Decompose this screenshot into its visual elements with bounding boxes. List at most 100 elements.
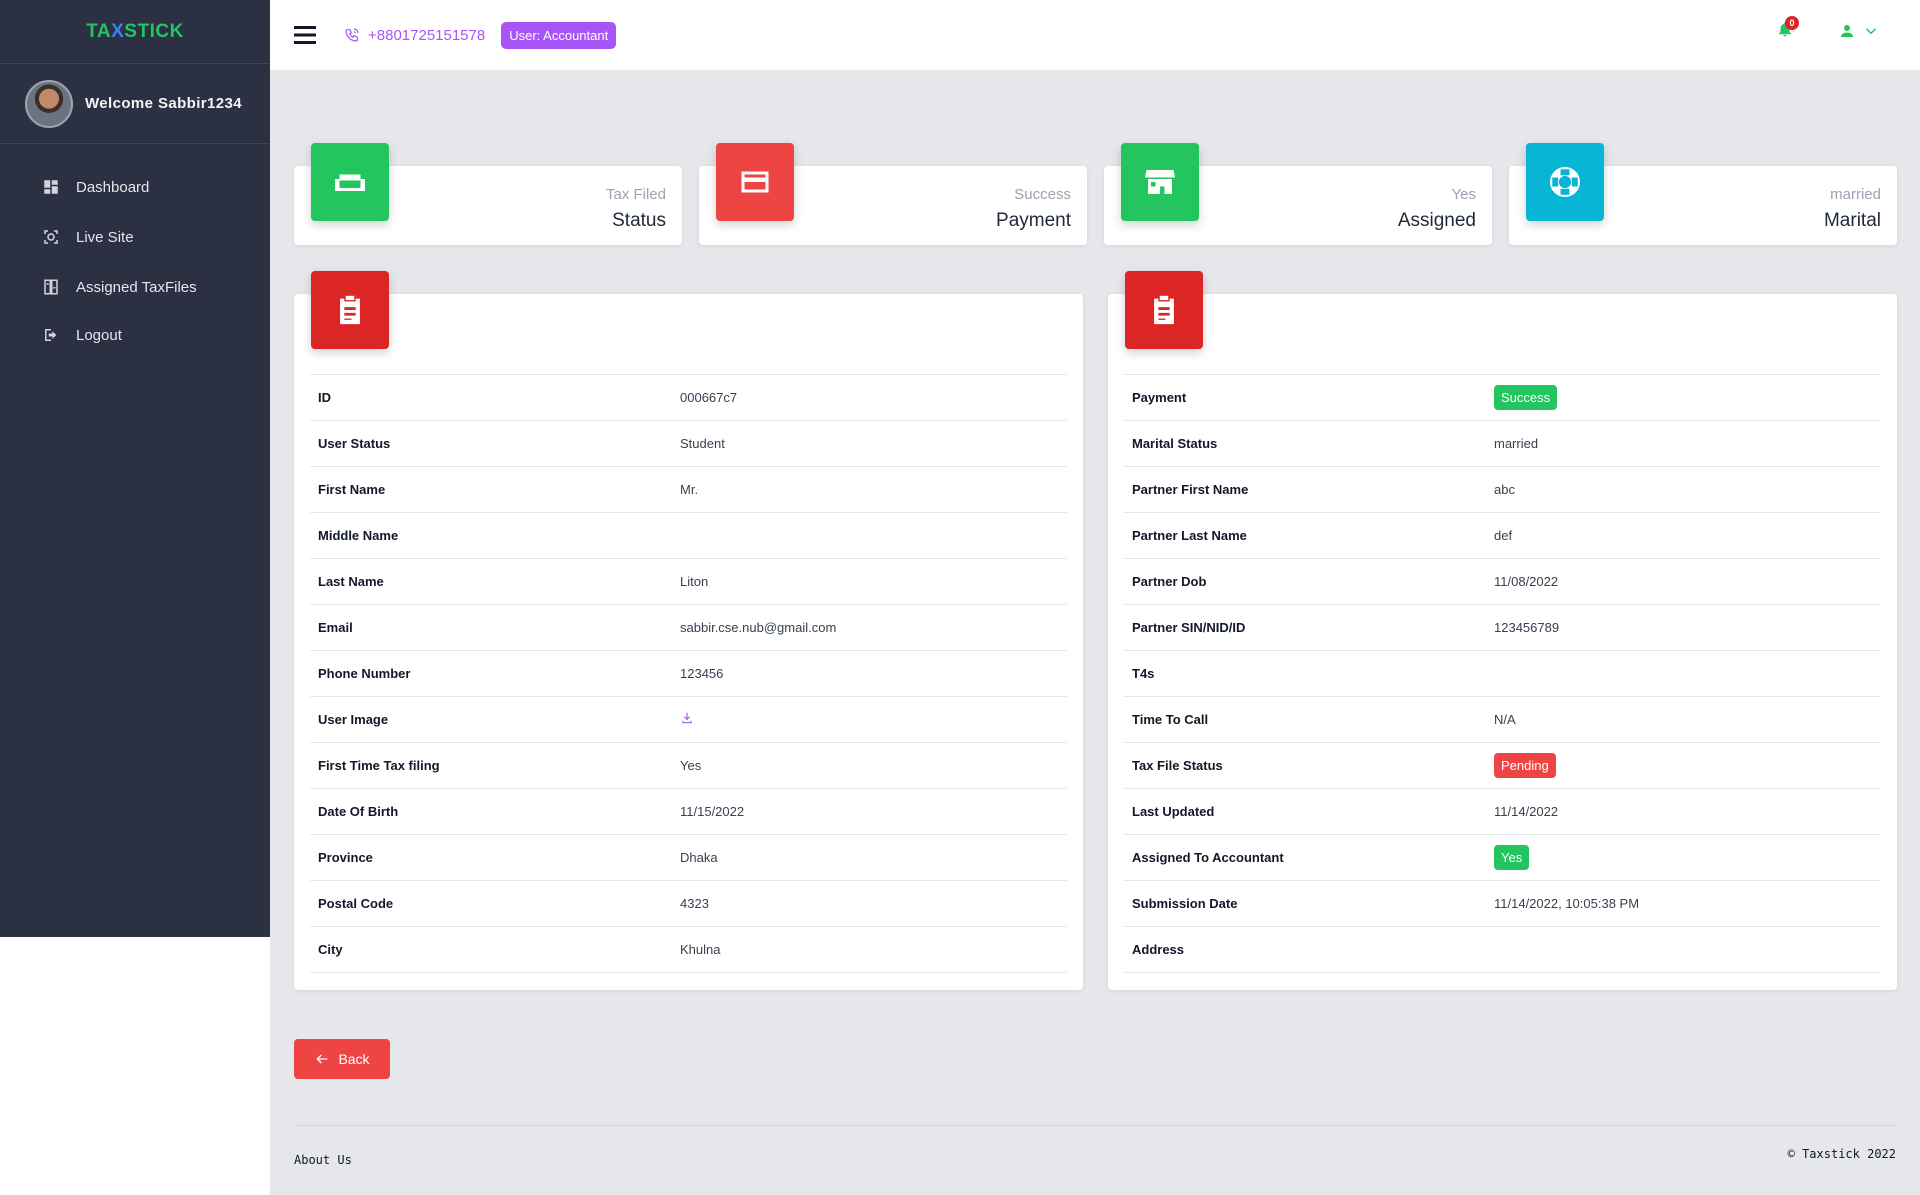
phone-link[interactable]: +8801725151578 (344, 27, 485, 44)
stat-card-payment: Success Payment (699, 143, 1087, 245)
user-image-download[interactable] (680, 711, 694, 728)
row-label: Phone Number (318, 666, 411, 681)
chevron-down-icon (1865, 28, 1877, 35)
stat-subtitle: Success (1014, 186, 1071, 203)
assigned-taxfiles-icon (44, 279, 58, 295)
stat-title: Status (612, 210, 666, 231)
row-label: Postal Code (318, 896, 394, 911)
table-row: Address (1124, 927, 1881, 973)
about-us-link[interactable]: About Us (294, 1153, 352, 1167)
hamburger-menu-icon[interactable] (294, 26, 316, 44)
phone-icon (345, 28, 359, 42)
table-row: Submission Date 11/14/2022, 10:05:38 PM (1124, 881, 1881, 927)
row-label: Submission Date (1132, 896, 1238, 911)
table-row: Assigned To Accountant Yes (1124, 835, 1881, 881)
logout-icon (45, 329, 57, 341)
clipboard-icon (340, 295, 360, 325)
row-value: Dhaka (680, 850, 718, 865)
live-site-icon (44, 230, 58, 244)
row-label: Partner SIN/NID/ID (1132, 620, 1246, 635)
table-row: Date Of Birth 11/15/2022 (310, 789, 1067, 835)
user-details-table: ID 000667c7 User Status Student First Name… (310, 374, 1067, 973)
download-icon[interactable] (680, 711, 694, 725)
assigned-status-badge: Yes (1494, 845, 1530, 870)
tax-file-status-badge: Pending (1494, 753, 1556, 778)
table-row: Tax File Status Pending (1124, 743, 1881, 789)
stat-title: Payment (996, 210, 1071, 231)
stat-icon-box (1526, 143, 1604, 221)
back-button[interactable]: Back (294, 1039, 390, 1079)
row-label: City (318, 942, 343, 957)
user-details-card: ID 000667c7 User Status Student First Name… (294, 271, 1083, 990)
row-value: 11/15/2022 (680, 804, 745, 819)
row-value: 11/08/2022 (1494, 574, 1559, 589)
sidebar-item-label: Assigned TaxFiles (76, 278, 197, 296)
sidebar-nav: Dashboard Live Site Assigned TaxFiles Lo… (0, 144, 270, 358)
table-row: ID 000667c7 (310, 375, 1067, 421)
sidebar-item-logout[interactable]: Logout (0, 312, 270, 358)
table-row: Last Updated 11/14/2022 (1124, 789, 1881, 835)
row-value: 123456 (680, 666, 724, 681)
row-label: User Image (318, 712, 389, 727)
tax-details-card: Payment Success Marital Status married Par… (1108, 271, 1897, 990)
notification-button[interactable]: 0 (1776, 16, 1799, 42)
brand-logo[interactable]: TA X STICK (0, 0, 270, 64)
row-label: T4s (1132, 666, 1155, 681)
stat-icon-box (716, 143, 794, 221)
row-value: married (1494, 436, 1539, 451)
row-value: Khulna (680, 942, 721, 957)
topbar-actions: 0 (1776, 16, 1880, 42)
row-label: Partner Dob (1132, 574, 1207, 589)
notification-count-badge: 0 (1785, 16, 1799, 30)
table-row: City Khulna (310, 927, 1067, 973)
table-row: T4s (1124, 651, 1881, 697)
table-row: Marital Status married (1124, 421, 1881, 467)
stat-card-status: Tax Filed Status (294, 143, 682, 245)
stat-subtitle: Yes (1451, 186, 1476, 203)
store-icon (1145, 170, 1175, 194)
stat-title: Assigned (1397, 210, 1476, 231)
table-row: Partner First Name abc (1124, 467, 1881, 513)
table-row: Province Dhaka (310, 835, 1067, 881)
row-value: Student (680, 436, 725, 451)
welcome-section: Welcome Sabbir1234 (0, 64, 270, 144)
row-label: User Status (318, 436, 391, 451)
row-label: Partner First Name (1132, 482, 1249, 497)
brand-text-part1: TA (86, 20, 112, 42)
row-label: Address (1132, 942, 1185, 957)
table-row: First Time Tax filing Yes (310, 743, 1067, 789)
row-label: Middle Name (318, 528, 399, 543)
table-row: Time To Call N/A (1124, 697, 1881, 743)
arrow-left-icon (316, 1054, 328, 1064)
table-row: Partner SIN/NID/ID 123456789 (1124, 605, 1881, 651)
row-value: def (1494, 528, 1513, 543)
row-label: First Name (318, 482, 386, 497)
table-row: Partner Dob 11/08/2022 (1124, 559, 1881, 605)
sidebar-item-live-site[interactable]: Live Site (0, 212, 270, 262)
row-label: Tax File Status (1132, 758, 1223, 773)
sidebar-item-assigned-taxfiles[interactable]: Assigned TaxFiles (0, 262, 270, 312)
row-label: Last Updated (1132, 804, 1215, 819)
stat-subtitle: married (1830, 186, 1881, 203)
sidebar-item-dashboard[interactable]: Dashboard (0, 162, 270, 212)
card-icon-box (1125, 271, 1203, 349)
payment-status-badge: Success (1494, 385, 1558, 410)
stat-card-marital: married Marital (1509, 143, 1897, 245)
stat-subtitle: Tax Filed (605, 186, 666, 203)
welcome-text: Welcome Sabbir1234 (85, 95, 242, 112)
sidebar: TA X STICK Welcome Sabbir1234 Dashboard Li… (0, 0, 270, 937)
row-value: 4323 (680, 896, 709, 911)
brand-text-part2: X (111, 20, 125, 42)
stat-icon-box (1121, 143, 1199, 221)
sofa-icon (335, 174, 365, 191)
table-row: Phone Number 123456 (310, 651, 1067, 697)
user-menu-dropdown[interactable] (1838, 22, 1880, 40)
row-label: Date Of Birth (318, 804, 399, 819)
table-row: User Image (310, 697, 1067, 743)
table-row: Partner Last Name def (1124, 513, 1881, 559)
row-label: Assigned To Accountant (1132, 850, 1284, 865)
sidebar-item-label: Logout (76, 326, 122, 344)
row-value: 11/14/2022 (1494, 804, 1559, 819)
dashboard-icon (44, 180, 58, 194)
row-value: Yes (680, 758, 702, 773)
